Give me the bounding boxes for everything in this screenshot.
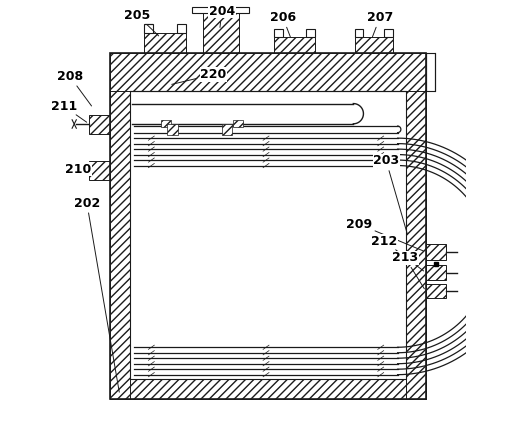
Bar xyxy=(306,29,315,37)
Bar xyxy=(355,37,392,53)
Bar xyxy=(130,91,406,379)
Bar xyxy=(406,53,426,399)
Bar xyxy=(274,29,283,37)
Bar xyxy=(203,14,239,53)
Text: 202: 202 xyxy=(74,197,119,392)
Bar xyxy=(233,121,243,127)
Text: 204: 204 xyxy=(208,5,235,27)
Bar xyxy=(168,124,177,135)
Bar xyxy=(426,244,447,260)
Bar xyxy=(192,7,249,14)
Text: 213: 213 xyxy=(392,251,424,289)
Text: 211: 211 xyxy=(51,99,87,122)
Bar xyxy=(161,121,171,127)
Text: 206: 206 xyxy=(270,11,296,37)
Bar xyxy=(89,161,110,180)
Bar xyxy=(426,284,447,298)
Bar xyxy=(110,379,426,399)
Bar xyxy=(426,265,447,280)
Bar xyxy=(110,53,426,399)
Bar xyxy=(144,24,153,33)
Text: 209: 209 xyxy=(346,218,423,251)
Bar xyxy=(110,53,130,399)
Text: 212: 212 xyxy=(371,234,424,271)
Bar xyxy=(355,29,363,37)
Text: 220: 220 xyxy=(172,68,226,84)
Bar xyxy=(89,115,110,134)
Bar xyxy=(384,29,392,37)
Text: 203: 203 xyxy=(373,154,407,234)
Text: 205: 205 xyxy=(124,9,158,36)
Bar xyxy=(274,37,315,53)
Text: 210: 210 xyxy=(65,163,91,176)
Bar xyxy=(177,24,186,33)
Bar xyxy=(426,53,435,91)
Bar xyxy=(110,53,426,91)
Bar xyxy=(144,33,186,53)
Text: 208: 208 xyxy=(57,70,91,106)
Text: 207: 207 xyxy=(367,11,393,37)
Bar xyxy=(222,124,233,135)
